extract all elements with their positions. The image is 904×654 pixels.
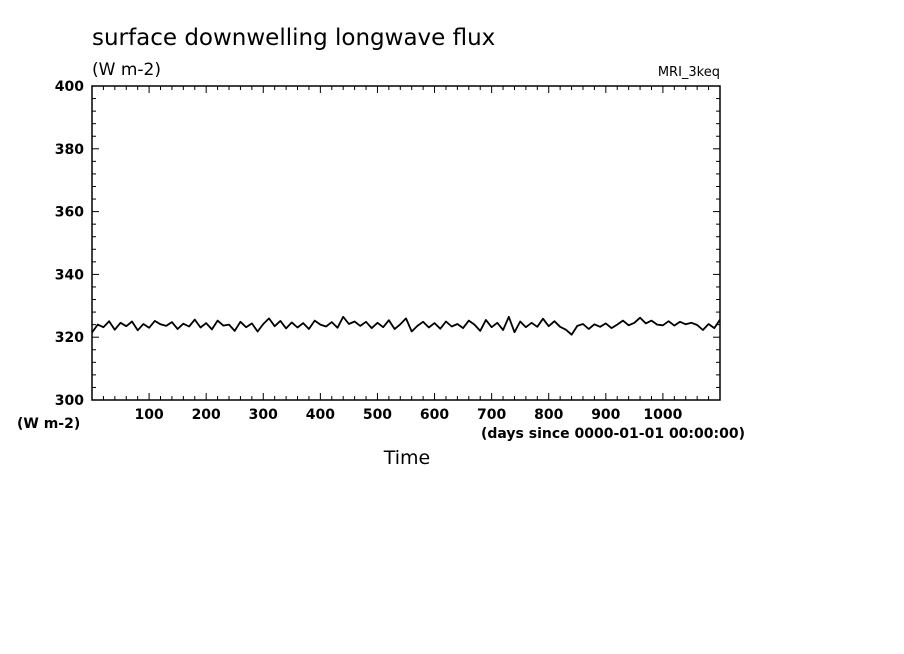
x-tick-label: 600 [420,407,449,423]
x-tick-label: 300 [249,407,278,423]
x-axis-label: Time [383,447,431,469]
y-tick-label: 340 [55,267,84,283]
x-tick-label: 1000 [643,407,682,423]
y-tick-label: 380 [55,142,84,158]
chart-subtitle: (W m-2) [92,60,161,80]
y-tick-label: 400 [55,79,84,95]
y-units-label: (W m-2) [17,416,80,432]
model-label: MRI_3keq [658,65,720,80]
y-tick-label: 300 [55,393,84,409]
x-tick-label: 700 [477,407,506,423]
y-tick-label: 320 [55,330,84,346]
chart-title: surface downwelling longwave flux [92,25,495,51]
x-tick-label: 100 [134,407,163,423]
axis-ticks [92,85,720,401]
y-tick-label: 360 [55,205,84,221]
x-tick-label: 500 [363,407,392,423]
plot-frame [91,85,721,401]
series-line [91,315,721,336]
y-tick-labels: 300 320 340 360 380 400 [55,79,84,409]
x-tick-label: 400 [306,407,335,423]
x-tick-labels: 100 200 300 400 500 600 700 800 900 1000 [134,407,682,423]
x-tick-label: 200 [192,407,221,423]
x-tick-label: 800 [534,407,563,423]
x-tick-label: 900 [591,407,620,423]
x-units-label: (days since 0000-01-01 00:00:00) [481,426,745,442]
